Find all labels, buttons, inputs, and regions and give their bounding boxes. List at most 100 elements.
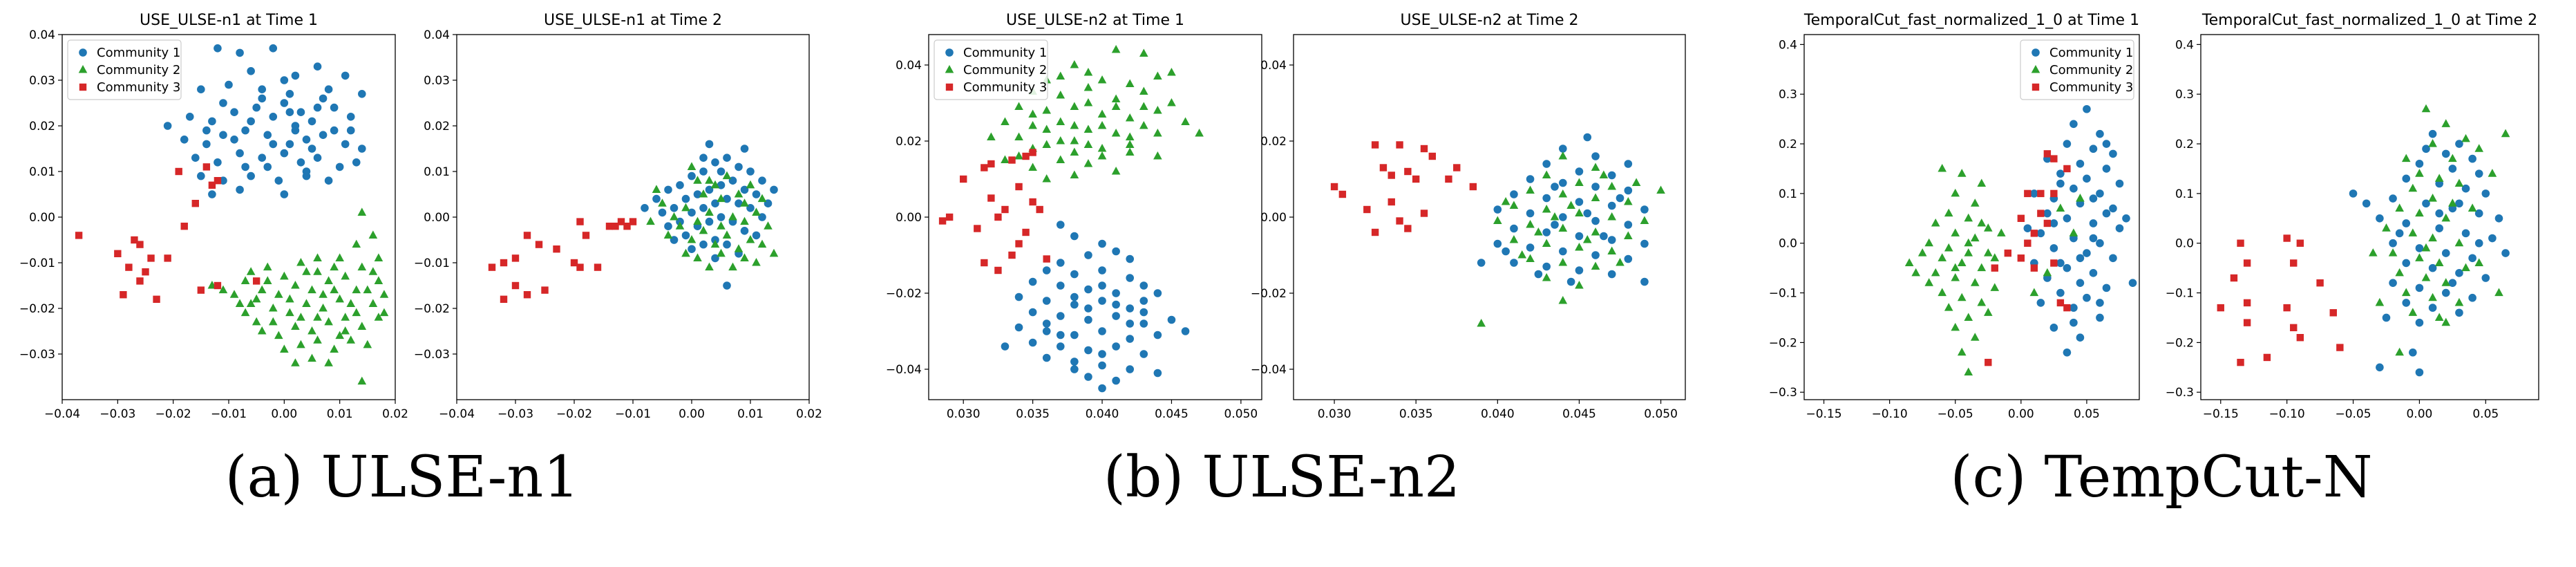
data-point: [2474, 144, 2484, 152]
data-point: [728, 262, 737, 271]
y-tick-label: −0.03: [19, 348, 55, 362]
data-point: [960, 175, 967, 183]
data-point: [1083, 98, 1093, 106]
legend-label: Community 2: [2049, 63, 2133, 77]
data-point: [1014, 323, 1023, 332]
legend-label: Community 3: [2049, 80, 2133, 95]
panels-group: USE_ULSE-n1 at Time 1 −0.04 −0.03 −0.02 −0.0…: [19, 12, 2539, 421]
data-point: [219, 99, 227, 107]
data-point: [1022, 152, 1030, 160]
data-point: [1015, 183, 1023, 191]
data-point: [769, 248, 779, 257]
y-tick-label: 0.0: [1779, 237, 1797, 251]
legend-box: [67, 39, 182, 100]
y-tick-label: 0.00: [896, 211, 922, 225]
data-point: [1139, 350, 1148, 358]
data-point: [1566, 201, 1575, 210]
data-point: [2043, 150, 2052, 158]
data-point: [2395, 203, 2404, 212]
data-point: [2096, 239, 2104, 248]
data-point: [2428, 194, 2437, 202]
data-point: [735, 199, 743, 208]
y-tick-label: −0.1: [2166, 287, 2194, 301]
data-point: [2290, 324, 2298, 332]
data-point: [2102, 140, 2111, 148]
series-community-3: [75, 163, 261, 303]
data-point: [488, 263, 496, 271]
data-point: [1970, 333, 1980, 341]
data-point: [1125, 147, 1135, 156]
data-point: [1412, 175, 1420, 183]
data-point: [1575, 232, 1584, 241]
data-point: [2408, 183, 2418, 192]
data-point: [2461, 229, 2470, 238]
y-tick-label: 0.03: [29, 74, 55, 88]
data-point: [945, 213, 954, 221]
data-point: [681, 203, 690, 212]
data-point: [1510, 259, 1518, 267]
legend-marker: [945, 65, 954, 73]
data-point: [2076, 194, 2085, 202]
data-point: [705, 217, 714, 226]
data-point: [1015, 240, 1023, 248]
data-point: [2069, 228, 2078, 236]
data-point: [296, 340, 305, 348]
data-point: [1575, 178, 1584, 187]
data-point: [1097, 75, 1107, 84]
x-tick-label: −0.04: [439, 407, 475, 421]
data-point: [1624, 221, 1633, 229]
data-point: [1977, 263, 1987, 272]
data-point: [541, 286, 549, 294]
x-tick-label: −0.01: [615, 407, 651, 421]
x-tick-label: 0.040: [1086, 407, 1119, 421]
data-point: [1028, 277, 1037, 286]
data-point: [236, 185, 244, 194]
data-point: [2441, 288, 2450, 297]
data-point: [191, 154, 200, 162]
axes-frame: [1803, 34, 2140, 400]
y-tick-label: −0.2: [2166, 336, 2194, 350]
data-point: [280, 344, 289, 353]
data-point: [2056, 259, 2065, 268]
data-point: [994, 266, 1002, 275]
data-point: [291, 322, 300, 330]
data-point: [285, 308, 294, 317]
data-point: [324, 317, 333, 326]
legend-label: Community 3: [97, 80, 180, 95]
data-point: [1083, 159, 1093, 167]
data-point: [1112, 289, 1120, 297]
data-point: [1534, 270, 1543, 279]
data-point: [2468, 254, 2476, 263]
y-tick-label: 0.00: [424, 211, 450, 225]
data-point: [2024, 239, 2032, 247]
data-point: [1607, 171, 1616, 180]
data-point: [374, 253, 383, 261]
data-point: [1542, 160, 1551, 168]
data-point: [1985, 358, 1992, 366]
data-point: [1931, 218, 1940, 227]
data-point: [341, 271, 350, 280]
y-tick-label: 0.3: [2175, 88, 2194, 102]
data-point: [1575, 243, 1584, 251]
data-point: [576, 218, 584, 225]
data-point: [1111, 45, 1121, 53]
x-tick-label: 0.035: [1399, 407, 1433, 421]
data-point: [717, 213, 726, 221]
data-point: [2050, 155, 2058, 162]
data-point: [1070, 331, 1079, 340]
data-point: [1510, 190, 1518, 198]
data-point: [2237, 358, 2244, 366]
data-point: [1125, 140, 1135, 149]
legend-marker: [2032, 48, 2040, 57]
data-point: [240, 276, 250, 284]
data-point: [746, 235, 755, 243]
data-point: [1112, 376, 1120, 385]
data-point: [1098, 350, 1106, 358]
data-point: [740, 253, 749, 261]
data-point: [2415, 284, 2424, 292]
data-point: [1964, 367, 1973, 376]
data-point: [2063, 263, 2072, 272]
series-community-1: [2023, 104, 2137, 357]
data-point: [214, 158, 222, 167]
data-point: [705, 176, 714, 184]
